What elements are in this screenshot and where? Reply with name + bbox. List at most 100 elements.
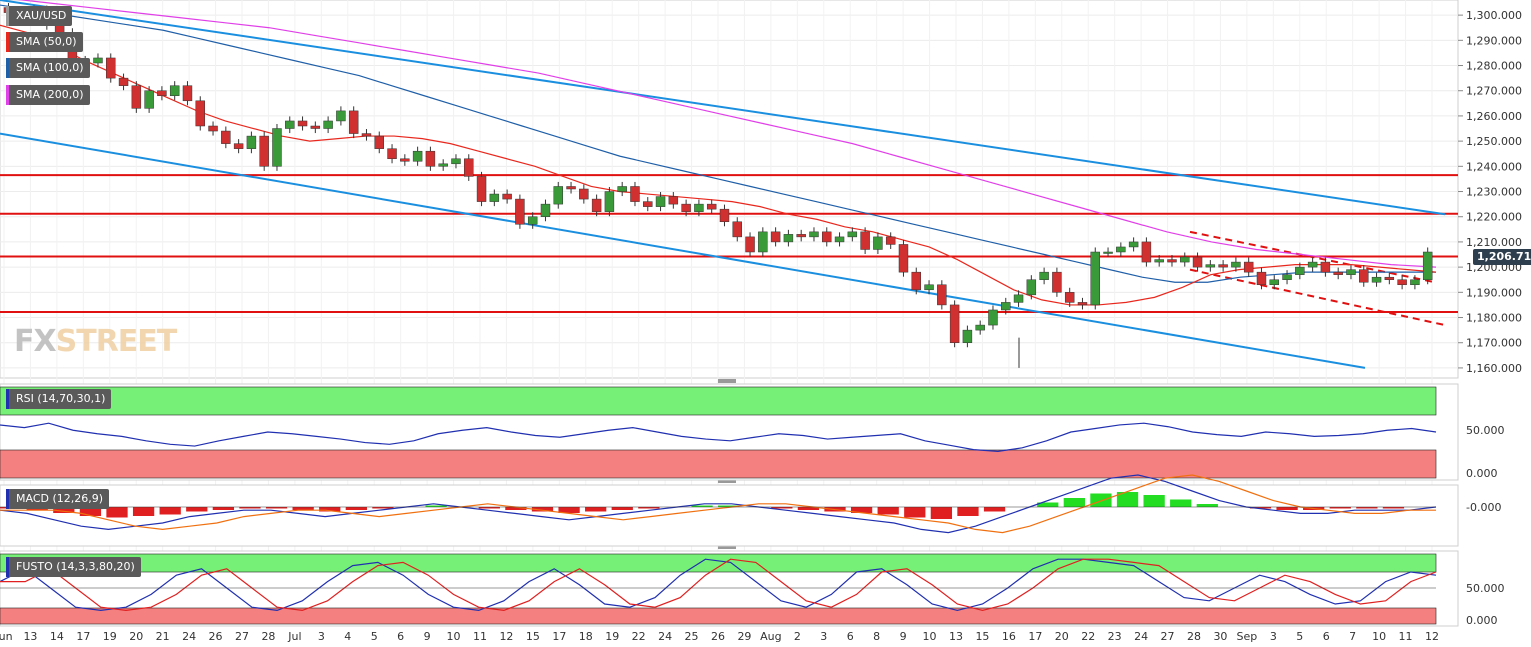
candle-body <box>208 125 218 132</box>
candle-body <box>1282 274 1292 280</box>
candle-body <box>387 148 397 160</box>
macd-tag[interactable]: MACD (12,26,9) <box>6 489 110 509</box>
main-pane <box>0 0 1459 379</box>
x-tick-label: Jul <box>287 630 301 643</box>
candle-body <box>438 163 448 167</box>
x-tick-label: 17 <box>76 630 90 643</box>
legend-sma200[interactable]: SMA (200,0) <box>6 85 90 105</box>
macd-histogram-bar <box>106 507 128 518</box>
candle-body <box>144 90 154 109</box>
fxstreet-logo: FXSTREET <box>14 324 177 359</box>
macd-histogram-bar <box>1063 498 1085 507</box>
candle-body <box>1141 241 1152 263</box>
x-tick-label: 17 <box>1028 630 1042 643</box>
macd-histogram-bar <box>1276 507 1298 510</box>
macd-histogram-bar <box>718 505 740 507</box>
macd-histogram-bar <box>691 505 713 507</box>
macd-histogram-bar <box>212 507 235 510</box>
candle-body <box>1192 256 1203 268</box>
fusto-k-line <box>0 558 1437 612</box>
candle-body <box>502 193 512 200</box>
candle-body <box>643 201 653 207</box>
x-tick-label: 17 <box>552 630 566 643</box>
candle-body <box>1243 261 1254 273</box>
x-tick-label: Aug <box>760 630 781 643</box>
x-tick-label: 2 <box>794 630 801 643</box>
macd-histogram-bar <box>585 507 607 512</box>
x-tick-label: 9 <box>424 630 431 643</box>
x-tick-label: Jun <box>0 630 13 643</box>
candle-body <box>924 284 934 291</box>
sma50-line <box>0 24 1437 306</box>
candle-body <box>1371 276 1382 283</box>
x-tick-label: 16 <box>1002 630 1016 643</box>
candle-body <box>1026 279 1037 296</box>
x-tick-label: 22 <box>632 630 646 643</box>
candle-body <box>348 110 359 134</box>
legend-sma50-label: SMA (50,0) <box>16 35 77 48</box>
candle-body <box>451 158 461 165</box>
legend-sma50[interactable]: SMA (50,0) <box>6 32 83 52</box>
y-tick-label: 1,240.000 <box>1466 160 1522 173</box>
candle-body <box>93 57 103 64</box>
x-tick-label: 4 <box>344 630 351 643</box>
sma200-line <box>17 0 1437 268</box>
candle-body <box>310 125 321 129</box>
macd-histogram-bar <box>957 507 979 516</box>
candle-body <box>336 110 346 122</box>
legend-sma100-label: SMA (100,0) <box>16 61 84 74</box>
symbol-tag[interactable]: XAU/USD <box>6 6 73 26</box>
x-tick-label: 12 <box>499 630 513 643</box>
candle-body <box>1154 259 1164 263</box>
candle-body <box>412 150 423 162</box>
macd-histogram-bar <box>1382 507 1405 509</box>
candle-body <box>949 304 960 343</box>
candle-body <box>259 135 269 167</box>
macd-pane <box>0 484 1459 547</box>
symbol-label: XAU/USD <box>16 9 67 22</box>
legend-sma100-swatch <box>6 58 9 78</box>
rsi-label: RSI (14,70,30,1) <box>16 392 106 405</box>
candle-body <box>221 130 231 144</box>
candle-body <box>1269 279 1279 286</box>
macd-histogram-bar <box>1037 502 1059 507</box>
candle-body <box>118 77 129 86</box>
rsi-tag[interactable]: RSI (14,70,30,1) <box>6 389 112 409</box>
candle-body <box>1013 294 1024 303</box>
candle-body <box>285 120 295 129</box>
y-tick-label: 1,180.000 <box>1466 312 1522 325</box>
x-tick-label: 6 <box>847 630 854 643</box>
candle-body <box>540 203 551 217</box>
x-tick-label: 3 <box>820 630 827 643</box>
candle-body <box>425 150 436 167</box>
candle-body <box>297 120 308 127</box>
x-tick-label: 25 <box>685 630 699 643</box>
macd-histogram-bar <box>1143 495 1165 507</box>
y-tick-label: 1,170.000 <box>1466 337 1522 350</box>
channel-line-lower <box>0 132 1366 369</box>
rsi-tag-bar <box>6 389 9 409</box>
candle-body <box>464 158 474 177</box>
fusto-d-line <box>0 558 1437 612</box>
macd-histogram-bar <box>1170 499 1192 507</box>
symbol-tag-bar <box>6 6 9 26</box>
candle-body <box>566 186 576 190</box>
x-tick-label: 10 <box>447 630 461 643</box>
y-tick-label: 1,300.000 <box>1466 9 1522 22</box>
candle-body <box>745 236 755 253</box>
candle-body <box>770 231 781 243</box>
candle-body <box>1167 259 1177 263</box>
fusto-tag[interactable]: FUSTO (14,3,3,80,20) <box>6 557 141 577</box>
candle-body <box>796 234 806 238</box>
x-tick-label: 6 <box>397 630 404 643</box>
x-tick-label: 24 <box>658 630 672 643</box>
x-tick-label: 27 <box>235 630 249 643</box>
x-tick-label: 23 <box>1108 630 1122 643</box>
candle-body <box>630 186 640 202</box>
candle-body <box>822 231 832 243</box>
x-tick-label: 24 <box>1134 630 1148 643</box>
candle-body <box>1180 256 1190 263</box>
fusto-tag-bar <box>6 557 9 577</box>
legend-sma100[interactable]: SMA (100,0) <box>6 58 90 78</box>
